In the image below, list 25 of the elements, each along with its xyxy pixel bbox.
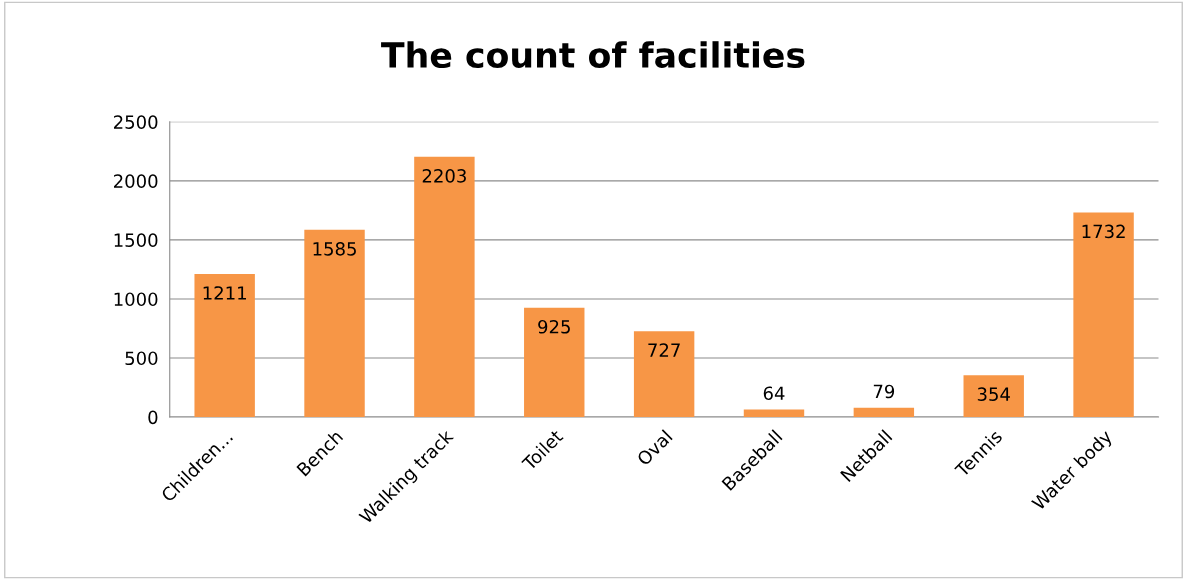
data-label: 1732 <box>1082 224 1125 239</box>
y-tick-label: 1500 <box>114 233 158 247</box>
y-tick-label: 2500 <box>114 115 158 129</box>
data-label: 1211 <box>203 286 246 300</box>
data-label: 727 <box>648 343 680 357</box>
bar <box>853 407 915 418</box>
bar <box>524 307 585 418</box>
data-label: 79 <box>873 384 895 399</box>
chart-title: The count of facilities <box>381 41 805 69</box>
y-tick-label: 2000 <box>114 174 158 188</box>
y-tick-label: 500 <box>125 351 158 366</box>
bar <box>743 409 805 418</box>
bar <box>1073 212 1134 418</box>
bar <box>414 156 475 418</box>
bar <box>194 274 255 418</box>
bar <box>963 375 1024 418</box>
bar <box>633 331 695 418</box>
data-label: 1585 <box>313 241 356 256</box>
data-label: 354 <box>977 387 1010 401</box>
data-label: 925 <box>538 319 570 334</box>
y-tick-label: 0 <box>148 410 158 425</box>
y-tick-label: 1000 <box>114 292 158 307</box>
data-label: 64 <box>763 386 785 401</box>
bar <box>304 229 365 418</box>
data-label: 2203 <box>422 169 466 183</box>
